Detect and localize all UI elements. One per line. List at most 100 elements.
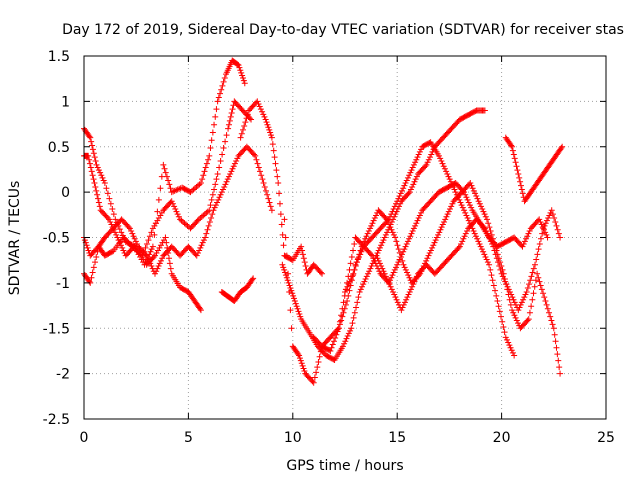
data-point (446, 176, 453, 183)
data-point (90, 176, 97, 183)
data-point (174, 211, 181, 218)
data-point (396, 256, 403, 263)
data-point (427, 154, 434, 161)
data-point (188, 187, 195, 194)
data-point (484, 230, 491, 237)
data-point (351, 240, 358, 247)
data-point (251, 151, 258, 158)
data-point (338, 317, 345, 324)
data-point (474, 195, 481, 202)
data-point (151, 231, 158, 238)
data-point (409, 228, 416, 235)
data-point (382, 273, 389, 280)
data-point (286, 288, 293, 295)
y-tick-label: 0 (61, 185, 70, 201)
data-point (382, 215, 389, 222)
data-point (400, 301, 407, 308)
data-point (225, 173, 232, 180)
data-point (381, 270, 388, 277)
data-point (548, 207, 555, 214)
data-point (531, 283, 538, 290)
data-point (390, 231, 397, 238)
data-point (384, 275, 391, 282)
data-point (496, 308, 503, 315)
data-point (367, 225, 374, 232)
data-point (524, 285, 531, 292)
data-point (415, 215, 422, 222)
data-point (539, 230, 546, 237)
data-point (431, 239, 438, 246)
data-point (157, 212, 164, 219)
data-point (151, 270, 158, 277)
data-point (228, 110, 235, 117)
data-point (369, 220, 376, 227)
data-point (359, 283, 366, 290)
data-point (526, 309, 533, 316)
data-point (392, 294, 399, 301)
data-point (233, 158, 240, 165)
data-point (527, 277, 534, 284)
data-point (259, 108, 266, 115)
data-point (151, 252, 158, 259)
x-tick-label: 5 (184, 430, 193, 446)
data-point (473, 193, 480, 200)
data-point (332, 334, 339, 341)
data-point (279, 261, 286, 268)
data-point (345, 330, 352, 337)
data-point (542, 220, 549, 227)
data-point (239, 72, 246, 79)
data-point (360, 281, 367, 288)
data-point (86, 156, 93, 163)
data-point (400, 185, 407, 192)
data-point (361, 278, 368, 285)
data-point (89, 142, 96, 149)
data-point (446, 205, 453, 212)
data-point (559, 143, 566, 150)
data-point (412, 159, 419, 166)
data-point (315, 358, 322, 365)
data-point (349, 320, 356, 327)
data-point (84, 244, 91, 251)
data-point (526, 228, 533, 235)
data-point (92, 158, 99, 165)
data-point (432, 237, 439, 244)
data-point (296, 355, 303, 362)
data-point (272, 160, 279, 167)
data-point (154, 265, 161, 272)
data-point (483, 228, 490, 235)
data-point (198, 213, 205, 220)
data-point (553, 222, 560, 229)
data-point (163, 239, 170, 246)
data-point (197, 307, 204, 314)
data-point (347, 275, 354, 282)
data-point (384, 229, 391, 236)
data-point (401, 246, 408, 253)
data-point (481, 251, 488, 258)
data-point (194, 217, 201, 224)
data-point (168, 189, 175, 196)
data-point (398, 253, 405, 260)
data-point (509, 349, 516, 356)
data-point (478, 246, 485, 253)
data-point (283, 252, 290, 259)
data-point (138, 256, 145, 263)
data-point (120, 247, 127, 254)
data-point (404, 238, 411, 245)
data-point (530, 265, 537, 272)
data-point (407, 169, 414, 176)
data-point (411, 278, 418, 285)
data-point (418, 146, 425, 153)
data-point (350, 314, 357, 321)
data-point (388, 286, 395, 293)
data-point (462, 191, 469, 198)
data-point (517, 301, 524, 308)
data-point (108, 221, 115, 228)
data-point (328, 344, 335, 351)
data-point (406, 172, 413, 179)
data-point (467, 180, 474, 187)
data-point (538, 221, 545, 228)
data-point (314, 364, 321, 371)
data-point (239, 75, 246, 82)
data-point (481, 107, 488, 114)
data-point (437, 226, 444, 233)
